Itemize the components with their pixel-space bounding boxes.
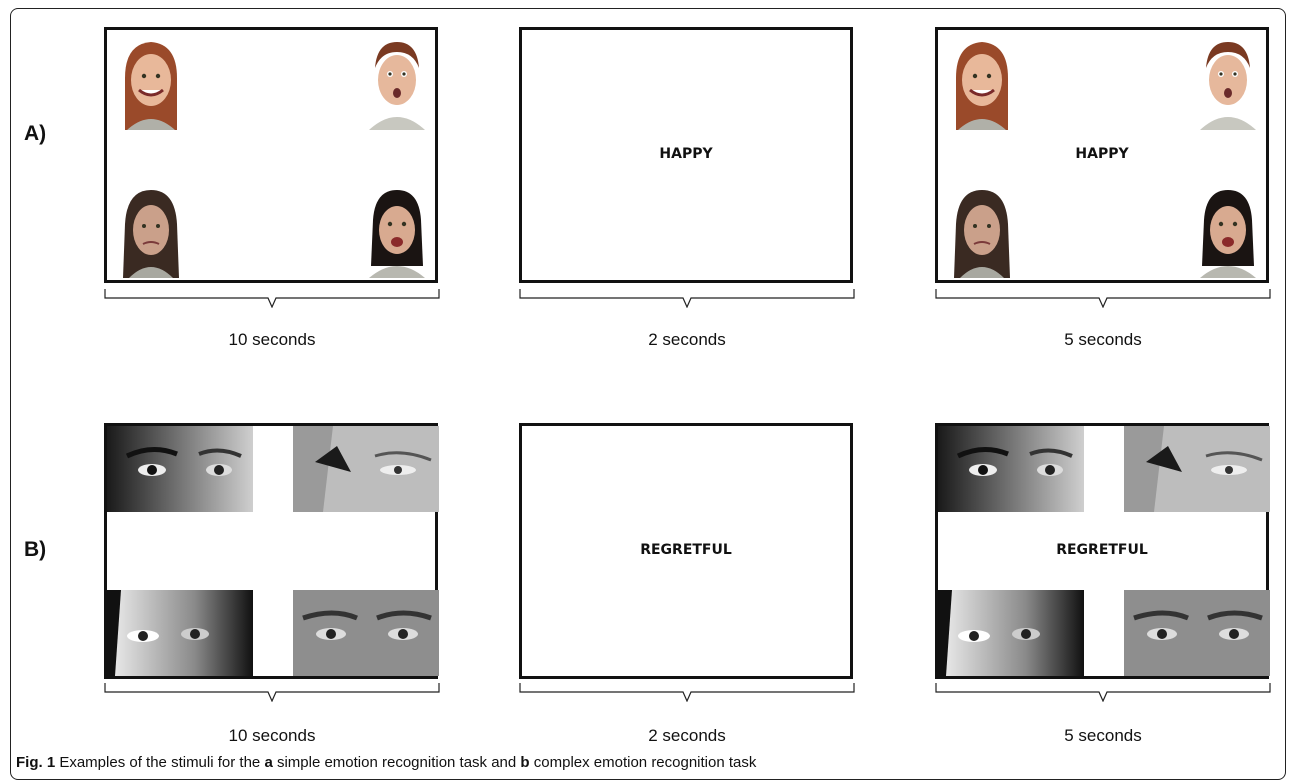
face-sad-woman: [954, 190, 1010, 278]
emotion-word-regretful: REGRETFUL: [1056, 542, 1148, 558]
duration-b2: 2 seconds: [648, 726, 726, 745]
panel-a1-faces: [104, 27, 438, 283]
brace-b2: [519, 683, 855, 702]
emotion-word-regretful: REGRETFUL: [640, 542, 732, 558]
emotion-word-happy: HAPPY: [659, 146, 713, 162]
face-fearful-woman: [1200, 190, 1256, 278]
panel-b2-word: REGRETFUL: [519, 423, 853, 679]
emotion-word-happy: HAPPY: [1075, 146, 1129, 162]
caption-label-a: a: [264, 754, 273, 771]
panel-a2-word: HAPPY: [519, 27, 853, 283]
eyes-image-3: [938, 590, 1084, 676]
figure-frame: [10, 8, 1286, 780]
eyes-image-1: [107, 426, 253, 512]
eyes-image-3: [107, 590, 253, 676]
brace-a2: [519, 289, 855, 308]
row-label-a: A): [24, 122, 47, 145]
duration-a3: 5 seconds: [1064, 330, 1142, 349]
eyes-image-1: [938, 426, 1084, 512]
face-surprised-man: [1200, 42, 1256, 130]
caption-text-2: simple emotion recognition task and: [272, 754, 521, 771]
brace-b1: [104, 683, 440, 702]
figure-caption: Fig. 1 Examples of the stimuli for the a…: [16, 754, 756, 771]
face-happy-woman-redhair: [956, 42, 1008, 130]
eyes-image-4: [293, 590, 439, 676]
duration-a1: 10 seconds: [228, 330, 316, 349]
caption-text-1: Examples of the stimuli for the: [55, 754, 265, 771]
caption-fig-label: Fig. 1: [16, 754, 56, 771]
caption-label-b: b: [520, 754, 530, 771]
row-label-b: B): [24, 538, 47, 561]
brace-a3: [935, 289, 1271, 308]
panel-a3-faces-word: HAPPY: [935, 27, 1269, 283]
eyes-image-2: [293, 426, 439, 512]
face-happy-woman-redhair: [125, 42, 177, 130]
brace-a1: [104, 289, 440, 308]
duration-b3: 5 seconds: [1064, 726, 1142, 745]
duration-a2: 2 seconds: [648, 330, 726, 349]
panel-b3-eyes-word: REGRETFUL: [935, 423, 1270, 679]
duration-b1: 10 seconds: [228, 726, 316, 745]
brace-b3: [935, 683, 1271, 702]
face-sad-woman: [123, 190, 179, 278]
caption-text-3: complex emotion recognition task: [529, 754, 757, 771]
face-fearful-woman: [369, 190, 425, 278]
face-surprised-man: [369, 42, 425, 130]
panel-b1-eyes: [104, 423, 439, 679]
eyes-image-4: [1124, 590, 1270, 676]
eyes-image-2: [1124, 426, 1270, 512]
